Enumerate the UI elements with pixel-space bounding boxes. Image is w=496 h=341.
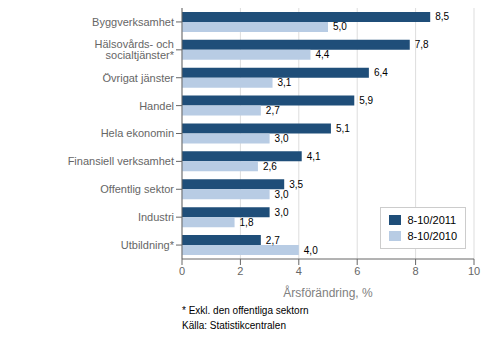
- svg-text:Byggverksamhet: Byggverksamhet: [92, 16, 174, 28]
- svg-text:3,1: 3,1: [278, 77, 292, 88]
- svg-text:10: 10: [468, 265, 480, 277]
- svg-text:Övrigat jänster: Övrigat jänster: [102, 72, 174, 84]
- svg-text:Utbildning*: Utbildning*: [121, 239, 175, 251]
- svg-text:4,1: 4,1: [307, 151, 321, 162]
- svg-text:8,5: 8,5: [435, 11, 449, 22]
- svg-text:Handel: Handel: [139, 100, 174, 112]
- svg-text:5,9: 5,9: [359, 95, 373, 106]
- html-text:Källa: Statistikcentralen: Källa: Statistikcentralen: [182, 320, 286, 331]
- svg-text:3,0: 3,0: [275, 207, 289, 218]
- svg-text:Årsförändring, %: Årsförändring, %: [283, 285, 373, 300]
- svg-text:Industri: Industri: [138, 211, 174, 223]
- svg-text:1,8: 1,8: [240, 217, 254, 228]
- svg-text:Hälsovårds- ochsocialtjänster*: Hälsovårds- ochsocialtjänster*: [95, 38, 175, 61]
- svg-text:6: 6: [354, 265, 360, 277]
- svg-text:3,5: 3,5: [289, 179, 303, 190]
- svg-text:5,1: 5,1: [336, 123, 350, 134]
- svg-text:2: 2: [237, 265, 243, 277]
- svg-text:2,7: 2,7: [266, 105, 280, 116]
- svg-text:2,6: 2,6: [263, 161, 277, 172]
- html-text:8-10/2011: 8-10/2011: [407, 214, 457, 226]
- svg-text:4,0: 4,0: [304, 245, 318, 256]
- svg-text:6,4: 6,4: [374, 67, 388, 78]
- svg-text:7,8: 7,8: [415, 39, 429, 50]
- svg-text:4: 4: [296, 265, 302, 277]
- svg-text:Finansiell verksamhet: Finansiell verksamhet: [68, 155, 174, 167]
- svg-text:Hela ekonomin: Hela ekonomin: [101, 127, 174, 139]
- svg-text:5,0: 5,0: [333, 21, 347, 32]
- svg-text:8: 8: [413, 265, 419, 277]
- svg-text:4,4: 4,4: [315, 49, 329, 60]
- html-text:* Exkl. den offentliga sektorn: * Exkl. den offentliga sektorn: [182, 305, 309, 316]
- svg-text:3,0: 3,0: [275, 189, 289, 200]
- svg-text:2,7: 2,7: [266, 235, 280, 246]
- html-text:8-10/2010: 8-10/2010: [407, 230, 457, 242]
- svg-text:3,0: 3,0: [275, 133, 289, 144]
- svg-text:0: 0: [179, 265, 185, 277]
- svg-text:Offentlig sektor: Offentlig sektor: [100, 183, 174, 195]
